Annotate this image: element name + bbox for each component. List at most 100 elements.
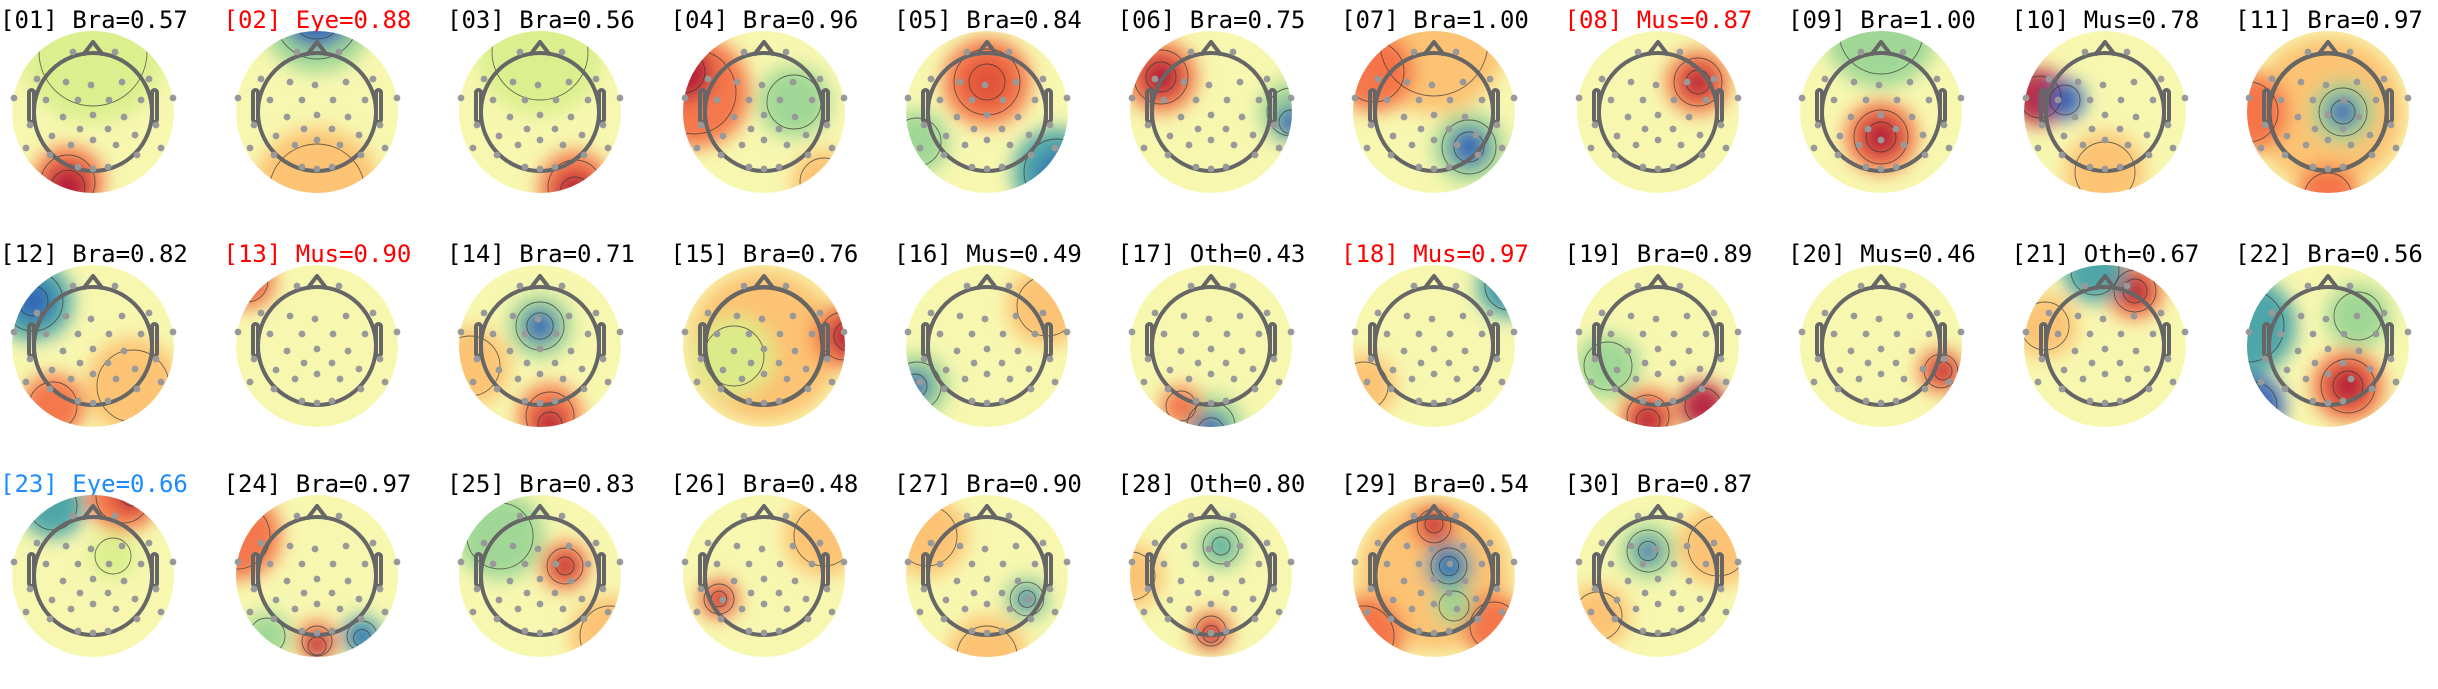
electrode-dot xyxy=(2340,330,2348,338)
component-label: [22] Bra=0.56 xyxy=(2235,240,2423,268)
electrode-dot xyxy=(1587,608,1594,616)
electrode-dot xyxy=(1144,585,1151,593)
electrode-dot xyxy=(48,132,56,140)
electrode-dot xyxy=(246,144,253,152)
electrode-dot xyxy=(104,163,112,171)
electrode-dot xyxy=(1205,545,1212,553)
electrode-dot xyxy=(2101,111,2108,119)
electrode-dot xyxy=(961,605,969,613)
electrode-dot xyxy=(1474,385,1482,393)
electrode-dot xyxy=(118,542,126,550)
electrode-dot xyxy=(1834,151,1842,159)
electrode-dot xyxy=(157,608,165,616)
electrode-dot xyxy=(1408,605,1416,613)
component-label: [14] Bra=0.71 xyxy=(447,240,635,268)
component-cell: [20] Mus=0.46 xyxy=(1788,234,2011,459)
electrode-dot xyxy=(2277,96,2285,104)
electrode-dot xyxy=(473,355,481,363)
electrode-dot xyxy=(920,355,928,363)
electrode-dot xyxy=(616,328,624,336)
electrode-dot xyxy=(808,560,815,568)
electrode-dot xyxy=(1430,600,1438,608)
electrode-dot xyxy=(2281,385,2289,393)
electrode-dot xyxy=(1654,165,1661,173)
electrode-dot xyxy=(1698,151,1705,159)
electrode-dot xyxy=(291,605,298,613)
component-label: [28] Oth=0.80 xyxy=(1117,470,1306,498)
electrode-dot xyxy=(10,94,18,102)
electrode-dot xyxy=(1670,96,1677,104)
electrode-dot xyxy=(381,378,388,386)
electrode-dot xyxy=(1493,121,1501,129)
electrode-dot xyxy=(578,595,586,603)
electrode-dot xyxy=(1400,347,1408,355)
electrode-dot xyxy=(970,589,978,597)
electrode-dot xyxy=(968,330,976,338)
electrode-dot xyxy=(1410,512,1418,520)
electrode-dot xyxy=(521,96,529,104)
electrode-dot xyxy=(775,397,782,405)
electrode-dot xyxy=(2071,347,2078,355)
electrode-dot xyxy=(2324,165,2332,173)
activation-blob xyxy=(2327,96,2359,128)
electrode-dot xyxy=(559,375,567,383)
electrode-dot xyxy=(604,378,612,386)
electrode-dot xyxy=(1639,397,1646,405)
electrode-dot xyxy=(1192,397,1199,405)
contour-line xyxy=(1353,605,1395,657)
electrode-dot xyxy=(1005,512,1013,520)
electrode-dot xyxy=(1945,378,1953,386)
electrode-dot xyxy=(551,163,559,171)
electrode-dot xyxy=(551,125,559,133)
component-label: [21] Oth=0.67 xyxy=(2011,240,2200,268)
electrode-dot xyxy=(968,96,976,104)
electrode-dot xyxy=(565,542,573,550)
electrode-dot xyxy=(313,575,320,583)
electrode-dot xyxy=(48,366,56,374)
electrode-dot xyxy=(567,577,575,585)
electrode-dot xyxy=(1639,560,1646,568)
electrode-dot xyxy=(1857,282,1865,290)
electrode-dot xyxy=(580,385,588,393)
electrode-dot xyxy=(1717,355,1724,363)
electrode-dot xyxy=(1166,596,1173,604)
electrode-dot xyxy=(782,48,789,56)
topomap xyxy=(1351,495,1518,657)
electrode-dot xyxy=(927,539,935,547)
electrode-dot xyxy=(74,627,82,635)
contour-line xyxy=(2318,87,2368,137)
electrode-dot xyxy=(968,560,976,568)
contour-line xyxy=(1023,138,1068,193)
electrode-dot xyxy=(2132,347,2139,355)
electrode-dot xyxy=(1641,359,1648,367)
electrode-dot xyxy=(1387,151,1395,159)
electrode-dot xyxy=(1634,282,1641,290)
electrode-dot xyxy=(1430,345,1438,353)
electrode-dot xyxy=(1180,78,1187,86)
electrode-dot xyxy=(1900,141,1908,149)
electrode-dot xyxy=(120,577,128,585)
electrode-dot xyxy=(2181,328,2188,336)
electrode-dot xyxy=(536,629,544,637)
electrode-dot xyxy=(514,375,522,383)
electrode-dot xyxy=(1821,309,1829,317)
topomap xyxy=(681,495,847,657)
electrode-dot xyxy=(1275,378,1282,386)
electrode-dot xyxy=(1461,577,1469,585)
electrode-dot xyxy=(1039,75,1047,83)
electrode-dot xyxy=(112,605,120,613)
electrode-dot xyxy=(1892,359,1900,367)
electrode-dot xyxy=(133,385,141,393)
component-cell: [10] Mus=0.78 xyxy=(2012,0,2235,225)
electrode-dot xyxy=(1717,121,1724,129)
electrode-dot xyxy=(1453,605,1461,613)
electrode-dot xyxy=(981,81,989,89)
electrode-dot xyxy=(336,375,343,383)
electrode-dot xyxy=(940,151,948,159)
electrode-dot xyxy=(357,151,364,159)
electrode-dot xyxy=(118,78,126,86)
electrode-dot xyxy=(1877,345,1885,353)
electrode-dot xyxy=(1613,132,1620,140)
electrode-dot xyxy=(927,75,935,83)
activation-blob xyxy=(963,58,1011,106)
